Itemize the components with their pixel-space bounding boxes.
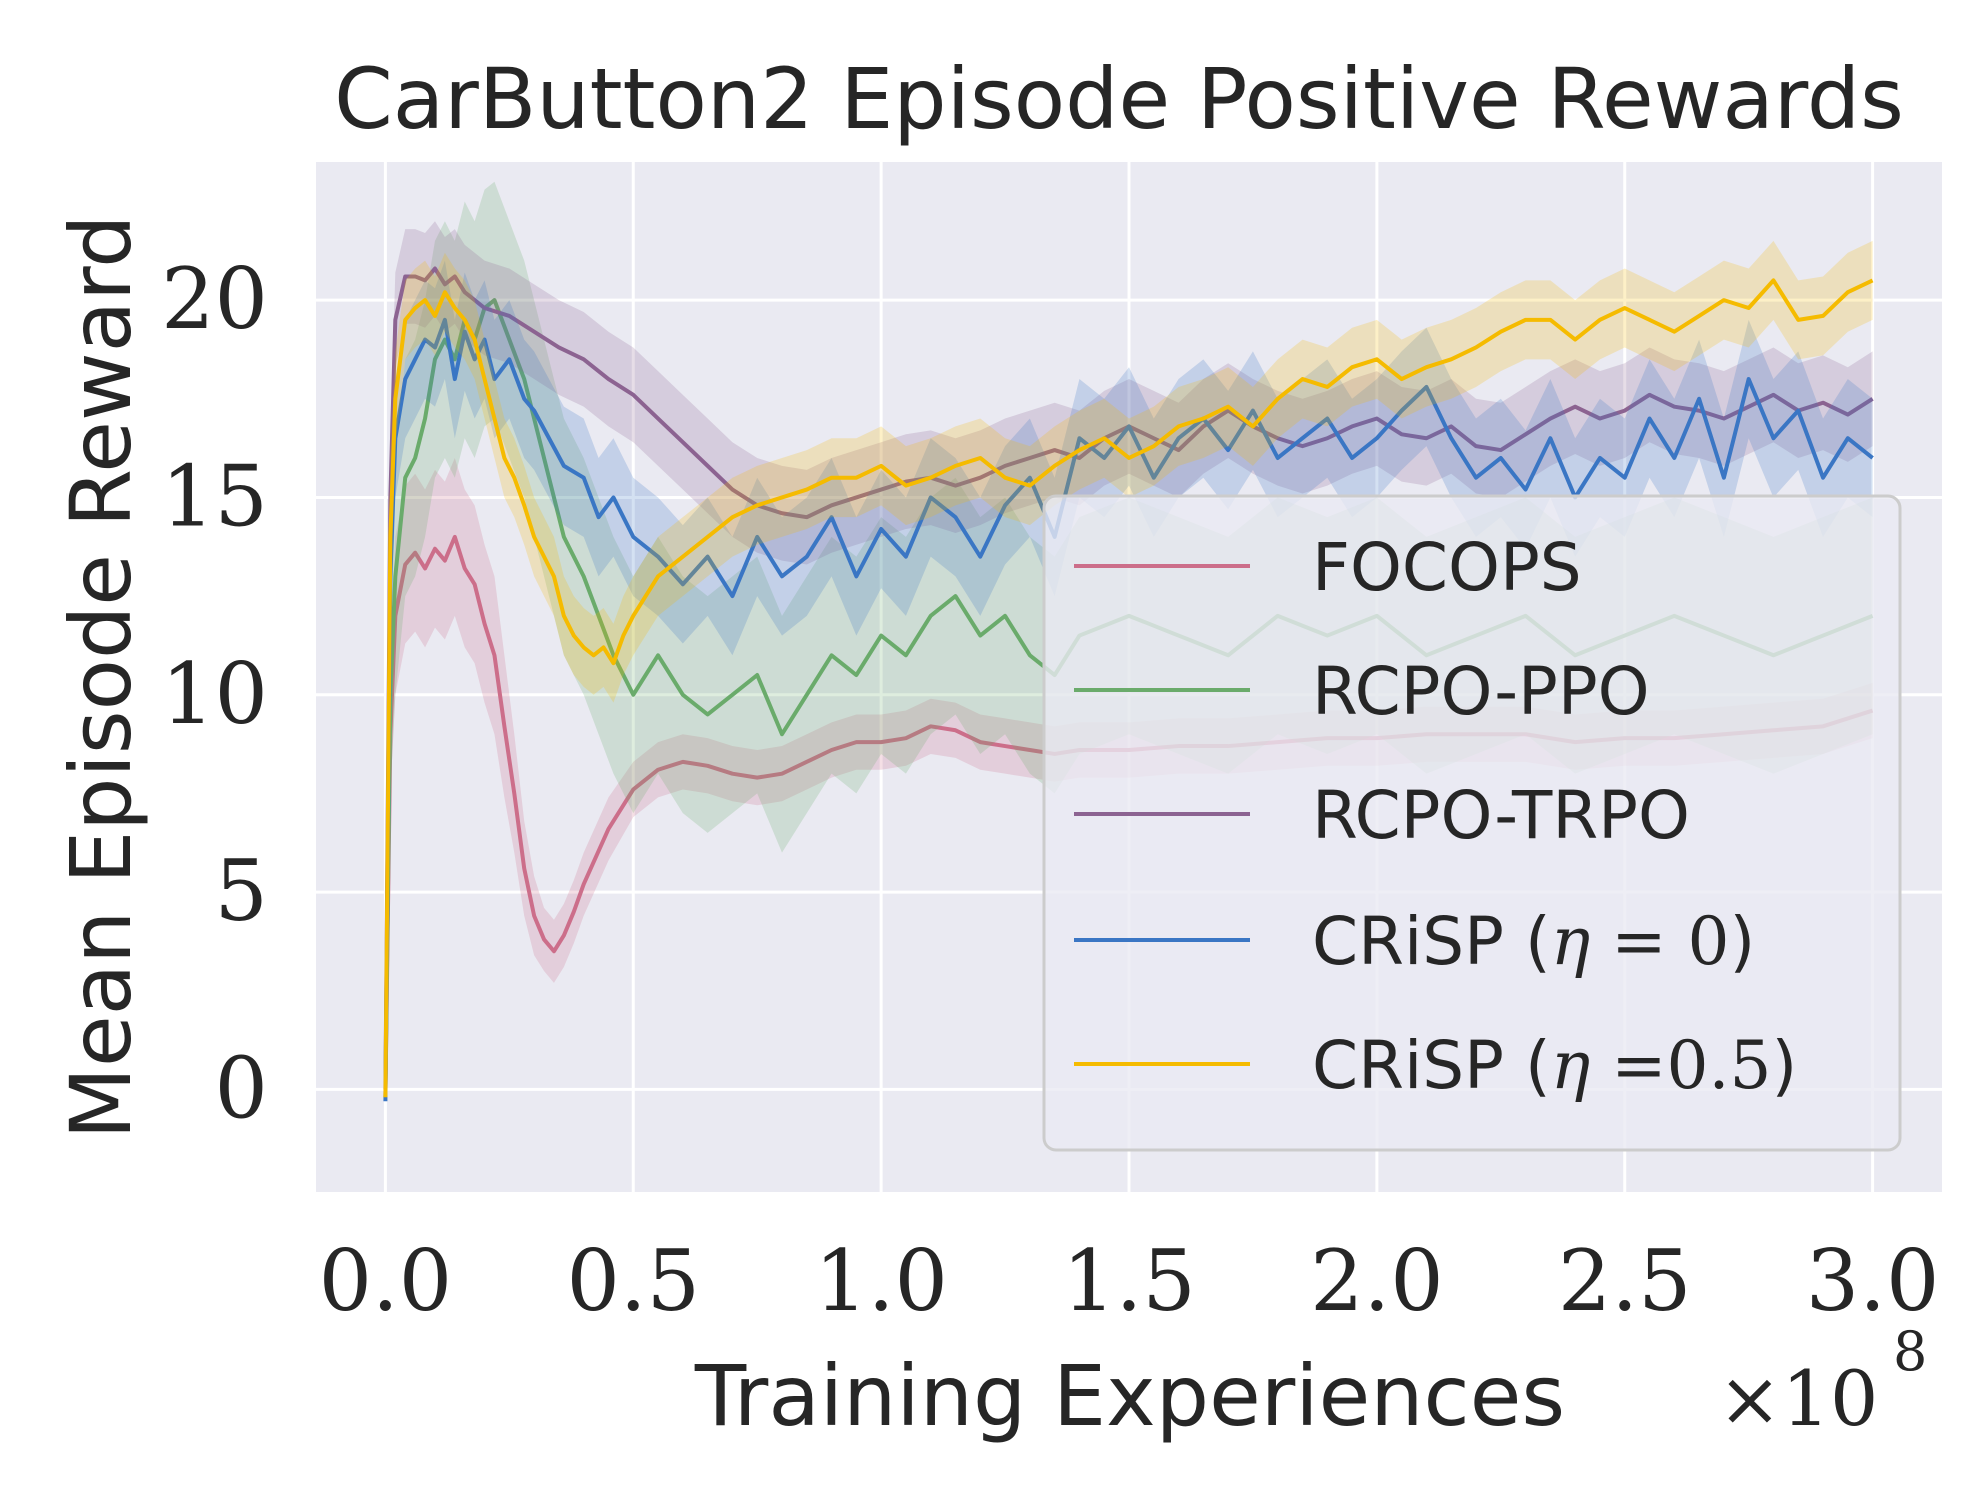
- y-axis-label: Mean Episode Reward: [52, 215, 150, 1140]
- chart-title: CarButton2 Episode Positive Rewards: [334, 50, 1904, 148]
- x-tick-label: 0.0: [319, 1232, 453, 1330]
- x-scale-base: ×10: [1718, 1354, 1878, 1443]
- legend-label: CRiSP (η =0.5): [1312, 1027, 1797, 1104]
- x-tick-label: 2.0: [1310, 1232, 1444, 1330]
- svg-text:×10: ×10: [1718, 1354, 1878, 1443]
- legend-label: CRiSP (η = 0): [1312, 903, 1755, 980]
- x-ticks: 0.0 0.5 1.0 1.5 2.0 2.5 3.0: [319, 1232, 1940, 1330]
- y-tick-label: 10: [161, 645, 268, 743]
- x-tick-label: 2.5: [1558, 1232, 1692, 1330]
- x-tick-label: 3.0: [1806, 1232, 1940, 1330]
- y-tick-label: 5: [215, 842, 268, 940]
- y-tick-label: 15: [161, 447, 268, 545]
- y-ticks: 0 5 10 15 20: [161, 250, 268, 1137]
- legend: FOCOPS RCPO-PPO RCPO-TRPO CRiSP (η = 0) CRiS…: [1044, 496, 1900, 1150]
- y-tick-label: 20: [161, 250, 268, 348]
- x-tick-label: 1.5: [1062, 1232, 1196, 1330]
- x-axis-label: Training Experiences: [694, 1347, 1565, 1445]
- x-scale-exponent: 8: [1893, 1320, 1927, 1383]
- x-tick-label: 1.0: [814, 1232, 948, 1330]
- legend-label: RCPO-PPO: [1312, 653, 1650, 730]
- x-tick-label: 0.5: [566, 1232, 700, 1330]
- legend-label: FOCOPS: [1312, 529, 1582, 606]
- x-scale-label: ×10 8: [1718, 1320, 1927, 1443]
- legend-label: RCPO-TRPO: [1312, 777, 1690, 854]
- y-tick-label: 0: [215, 1039, 268, 1137]
